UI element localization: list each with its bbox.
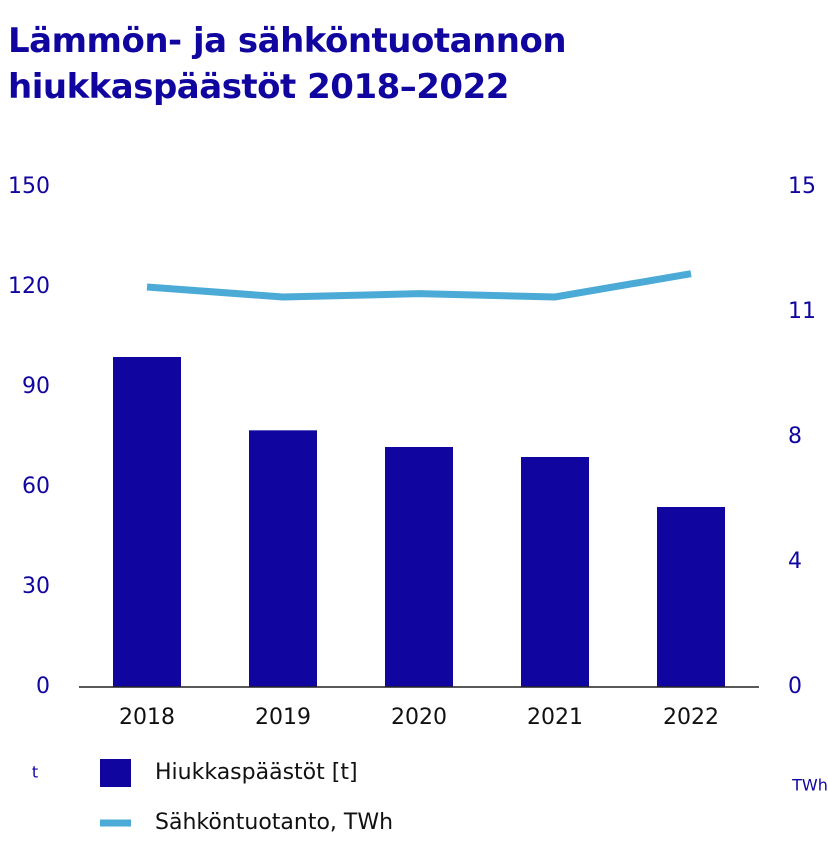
y-axis-label: t: [32, 763, 38, 782]
y2-tick-label: 4: [788, 549, 802, 574]
legend-label: Hiukkaspäästöt [t]: [155, 760, 358, 785]
x-tick-label: 2019: [255, 705, 311, 730]
bar: [385, 447, 453, 687]
x-tick-label: 2022: [663, 705, 719, 730]
y-tick-label: 0: [36, 674, 50, 699]
x-tick-label: 2021: [527, 705, 583, 730]
bar: [657, 507, 725, 687]
y-tick-label: 30: [22, 574, 50, 599]
legend-label: Sähköntuotanto, TWh: [155, 810, 393, 835]
y2-tick-label: 11: [788, 299, 816, 324]
y2-tick-label: 0: [788, 674, 802, 699]
bar: [249, 430, 317, 687]
bar: [521, 457, 589, 687]
y-tick-label: 90: [22, 374, 50, 399]
legend-swatch: [100, 759, 131, 787]
y-tick-label: 150: [8, 174, 50, 199]
y-tick-label: 60: [22, 474, 50, 499]
x-tick-label: 2018: [119, 705, 175, 730]
line: [146, 270, 692, 301]
bar: [113, 357, 181, 687]
y2-tick-label: 15: [788, 174, 816, 199]
y-tick-label: 120: [8, 274, 50, 299]
y2-tick-label: 8: [788, 424, 802, 449]
chart-title: Lämmön- ja sähköntuotannon hiukkaspäästö…: [8, 21, 567, 107]
x-tick-label: 2020: [391, 705, 447, 730]
y2-axis-label: TWh: [791, 776, 828, 795]
